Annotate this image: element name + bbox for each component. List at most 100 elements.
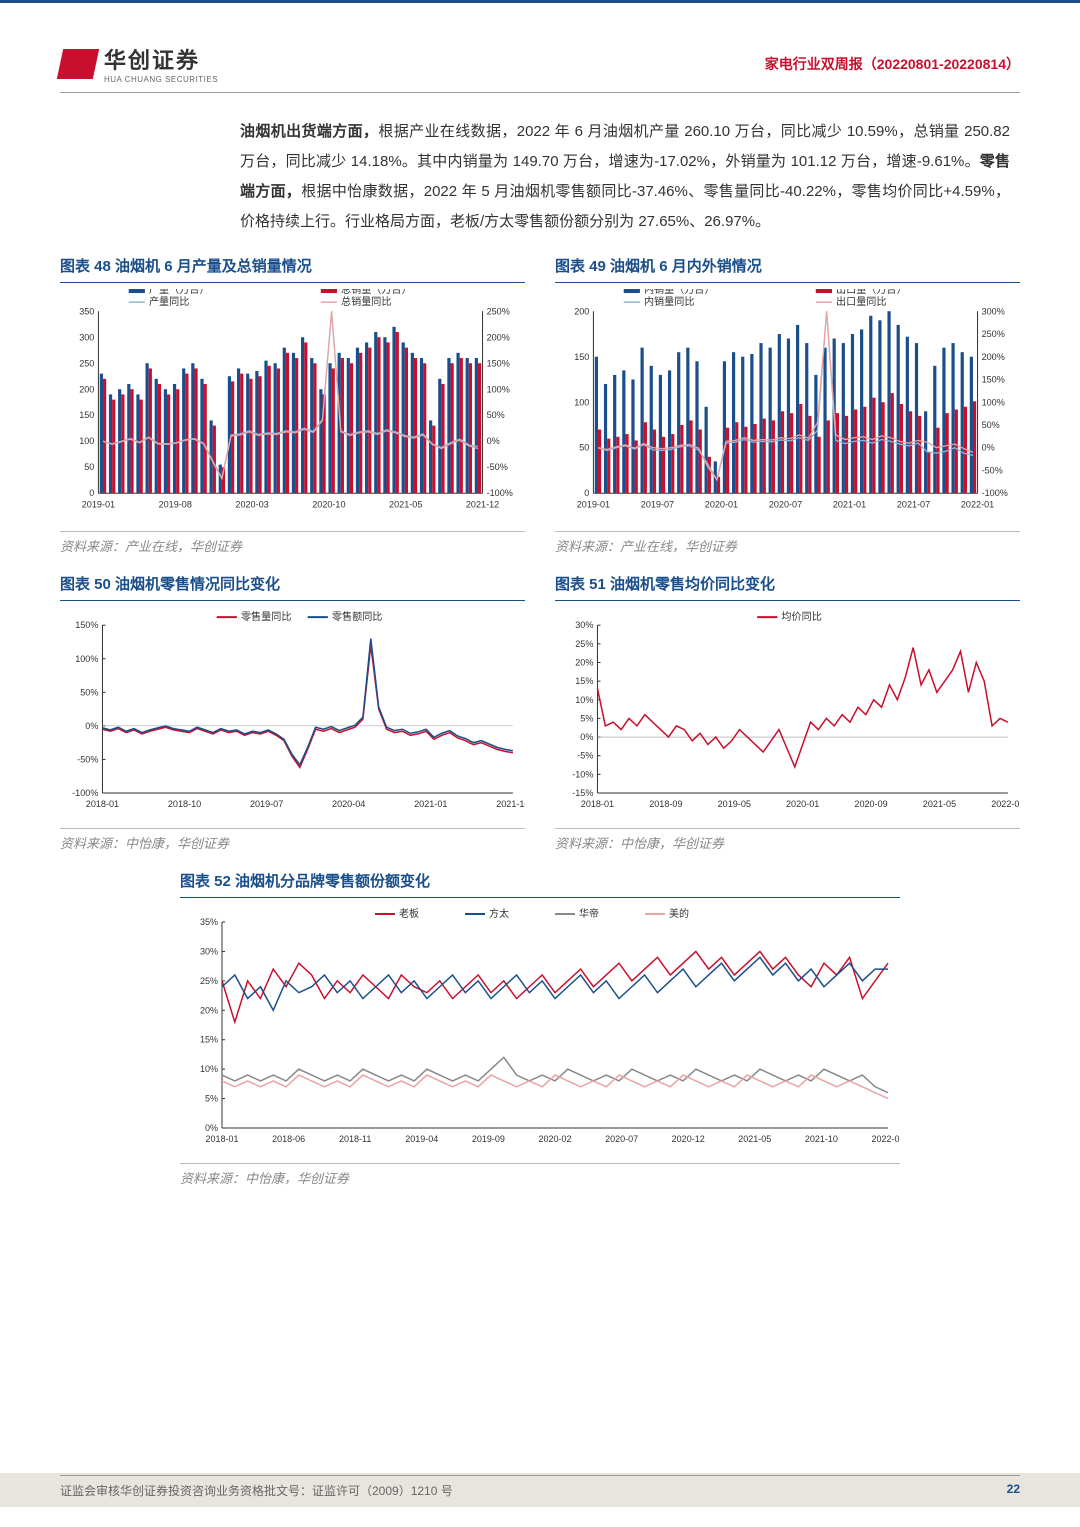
panel-52: 图表 52 油烟机分品牌零售额份额变化 老板方太华帝美的0%5%10%15%20… [180,870,900,1199]
svg-text:25%: 25% [575,638,593,648]
svg-text:2022-01: 2022-01 [991,799,1020,809]
svg-text:2020-03: 2020-03 [235,499,268,509]
svg-text:150%: 150% [75,620,98,630]
svg-text:150: 150 [574,352,589,362]
footer-left: 证监会审核华创证券投资咨询业务资格批文号：证监许可（2009）1210 号 [60,1482,453,1499]
svg-text:2018-10: 2018-10 [168,799,201,809]
chart50-svg: 零售量同比零售额同比-100%-50%0%50%100%150%2018-012… [60,607,525,819]
svg-text:300%: 300% [982,306,1005,316]
svg-text:200%: 200% [487,332,510,342]
svg-text:总销量（万台）: 总销量（万台） [341,289,412,296]
svg-text:25%: 25% [200,976,218,986]
svg-text:50%: 50% [487,410,505,420]
svg-text:2020-09: 2020-09 [854,799,887,809]
svg-text:2018-11: 2018-11 [339,1134,371,1144]
panel-50: 图表 50 油烟机零售情况同比变化 零售量同比零售额同比-100%-50%0%5… [60,573,525,864]
svg-text:总销量同比: 总销量同比 [341,295,391,308]
chart49-source: 资料来源：产业在线，华创证券 [555,531,1020,555]
svg-text:100%: 100% [982,397,1005,407]
svg-text:300: 300 [79,332,94,342]
svg-text:2020-01: 2020-01 [705,499,738,509]
svg-text:产量同比: 产量同比 [149,295,189,308]
svg-text:美的: 美的 [669,907,689,920]
body-paragraph: 油烟机出货端方面，根据产业在线数据，2022 年 6 月油烟机产量 260.10… [240,117,1010,237]
svg-text:5%: 5% [205,1093,218,1103]
chart49-svg: 内销量（万台）内销量同比出口量（万台）出口量同比050100150200-100… [555,289,1020,522]
svg-text:150%: 150% [982,375,1005,385]
logo-block: 华创证券 HUA CHUANG SECURITIES [60,43,218,84]
svg-text:15%: 15% [575,676,593,686]
svg-text:-100%: -100% [487,488,513,498]
svg-text:-100%: -100% [72,788,98,798]
svg-text:2019-07: 2019-07 [641,499,674,509]
logo-cn: 华创证券 [104,43,218,75]
svg-text:2020-12: 2020-12 [672,1134,705,1144]
svg-text:2022-03: 2022-03 [871,1134,900,1144]
svg-text:250%: 250% [982,329,1005,339]
svg-text:2020-04: 2020-04 [332,799,365,809]
chart-row-2: 图表 50 油烟机零售情况同比变化 零售量同比零售额同比-100%-50%0%5… [60,573,1020,864]
svg-text:出口量同比: 出口量同比 [836,295,886,308]
svg-text:出口量（万台）: 出口量（万台） [836,289,907,296]
svg-text:100%: 100% [487,384,510,394]
svg-text:-5%: -5% [577,750,593,760]
chart51-title: 图表 51 油烟机零售均价同比变化 [555,573,1020,601]
svg-text:15%: 15% [200,1034,218,1044]
svg-text:-50%: -50% [487,462,508,472]
svg-text:35%: 35% [200,917,218,927]
svg-text:2019-08: 2019-08 [159,499,192,509]
svg-text:2021-10: 2021-10 [805,1134,838,1144]
svg-text:零售额同比: 零售额同比 [332,610,382,623]
svg-text:200%: 200% [982,352,1005,362]
svg-text:2020-10: 2020-10 [312,499,345,509]
logo-en: HUA CHUANG SECURITIES [104,75,218,84]
logo-text-wrap: 华创证券 HUA CHUANG SECURITIES [104,43,218,84]
svg-text:0%: 0% [487,436,500,446]
chart48-title: 图表 48 油烟机 6 月产量及总销量情况 [60,255,525,283]
chart-row-1: 图表 48 油烟机 6 月产量及总销量情况 产量（万台）产量同比 总销量（万台）总… [60,255,1020,567]
svg-text:产量（万台）: 产量（万台） [149,289,210,296]
svg-text:2021-05: 2021-05 [389,499,422,509]
panel-48: 图表 48 油烟机 6 月产量及总销量情况 产量（万台）产量同比 总销量（万台）总… [60,255,525,567]
svg-text:350: 350 [79,306,94,316]
page-container: 华创证券 HUA CHUANG SECURITIES 家电行业双周报（20220… [0,0,1080,1255]
svg-text:50%: 50% [80,687,98,697]
svg-text:0%: 0% [982,443,995,453]
svg-text:-50%: -50% [982,465,1003,475]
svg-text:30%: 30% [575,620,593,630]
svg-text:-100%: -100% [982,488,1008,498]
svg-text:150: 150 [79,410,94,420]
svg-text:方太: 方太 [489,907,509,920]
svg-text:2021-12: 2021-12 [466,499,499,509]
chart52-title: 图表 52 油烟机分品牌零售额份额变化 [180,870,900,898]
svg-text:2021-10: 2021-10 [496,799,525,809]
svg-text:0: 0 [584,488,589,498]
panel-51: 图表 51 油烟机零售均价同比变化 均价同比-15%-10%-5%0%5%10%… [555,573,1020,864]
panel-49: 图表 49 油烟机 6 月内外销情况 内销量（万台）内销量同比出口量（万台）出口… [555,255,1020,567]
svg-text:50%: 50% [982,420,1000,430]
svg-text:2019-01: 2019-01 [577,499,610,509]
svg-text:200: 200 [79,384,94,394]
svg-text:30%: 30% [200,946,218,956]
svg-text:2021-05: 2021-05 [923,799,956,809]
svg-text:100: 100 [79,436,94,446]
svg-text:20%: 20% [575,657,593,667]
chart49-title: 图表 49 油烟机 6 月内外销情况 [555,255,1020,283]
svg-text:200: 200 [574,306,589,316]
svg-text:2019-09: 2019-09 [472,1134,505,1144]
chart51-svg: 均价同比-15%-10%-5%0%5%10%15%20%25%30%2018-0… [555,607,1020,819]
page-number: 22 [1007,1482,1020,1499]
report-title: 家电行业双周报（20220801-20220814） [765,54,1020,74]
svg-text:2018-01: 2018-01 [86,799,119,809]
svg-text:50: 50 [579,443,589,453]
chart51-source: 资料来源：中怡康，华创证券 [555,828,1020,852]
svg-text:100%: 100% [75,653,98,663]
svg-text:2021-01: 2021-01 [414,799,447,809]
svg-text:华帝: 华帝 [579,907,599,920]
svg-text:5%: 5% [580,713,593,723]
svg-text:2018-06: 2018-06 [272,1134,305,1144]
page-header: 华创证券 HUA CHUANG SECURITIES 家电行业双周报（20220… [60,43,1020,93]
svg-text:均价同比: 均价同比 [781,610,821,623]
chart52-source: 资料来源：中怡康，华创证券 [180,1163,900,1187]
svg-text:内销量（万台）: 内销量（万台） [644,289,715,296]
